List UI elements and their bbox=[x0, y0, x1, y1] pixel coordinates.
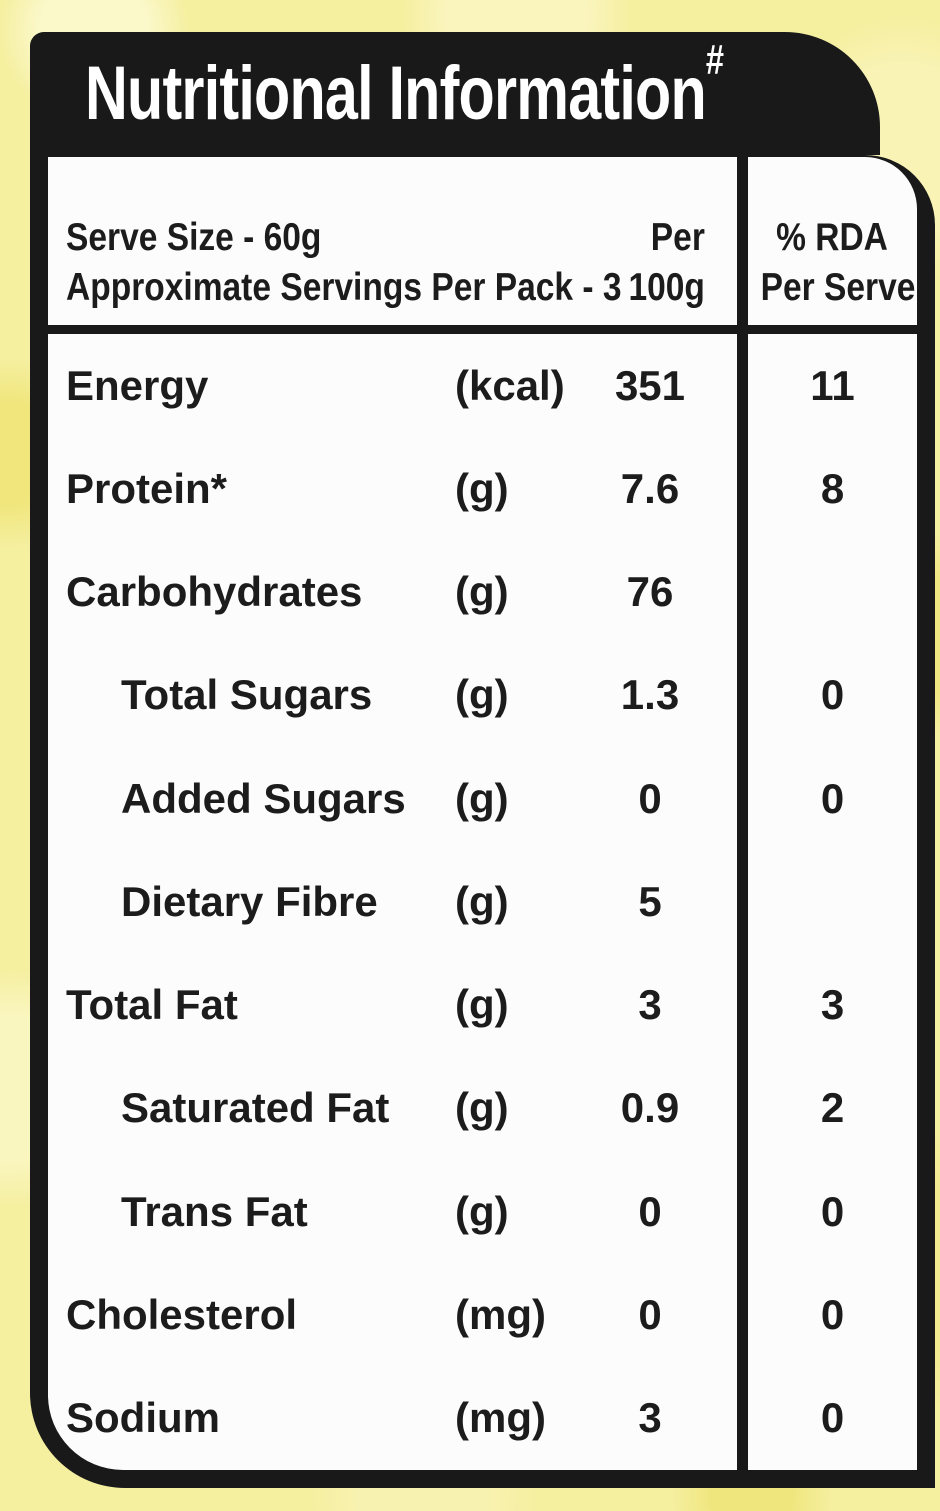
nutrient-name: Energy bbox=[66, 361, 209, 409]
nutrient-name: Protein* bbox=[66, 464, 228, 512]
nutrient-per-100g-value: 3 bbox=[638, 1394, 662, 1442]
nutrient-row: Energy (kcal) 351 11 bbox=[48, 334, 917, 437]
title-text: Nutritional Information bbox=[85, 51, 707, 136]
nutrient-unit: (g) bbox=[455, 671, 509, 719]
nutrition-table-panel: Serve Size - 60g Approximate Servings Pe… bbox=[48, 157, 917, 1470]
nutrient-name: Dietary Fibre bbox=[121, 877, 378, 925]
column-header-per-100g: Per 100g bbox=[563, 213, 737, 313]
nutrient-name: Added Sugars bbox=[121, 774, 406, 822]
nutrient-row: Dietary Fibre (g) 5 bbox=[48, 850, 917, 953]
nutrient-name: Saturated Fat bbox=[121, 1084, 390, 1132]
nutrient-row: Trans Fat (g) 0 0 bbox=[48, 1160, 917, 1263]
per-100g-label: 100g bbox=[628, 266, 705, 309]
nutrient-row: Saturated Fat (g) 0.9 2 bbox=[48, 1057, 917, 1160]
nutrition-table-border: Serve Size - 60g Approximate Servings Pe… bbox=[30, 155, 935, 1488]
rda-label: % RDA bbox=[776, 216, 889, 259]
nutrient-rda-value: 8 bbox=[820, 464, 845, 512]
nutrient-per-100g-value: 3 bbox=[638, 981, 662, 1029]
per-label: Per bbox=[650, 216, 705, 259]
nutrient-name: Trans Fat bbox=[121, 1187, 308, 1235]
nutrient-row: Total Fat (g) 3 3 bbox=[48, 954, 917, 1057]
nutrient-name: Cholesterol bbox=[66, 1291, 298, 1339]
nutrient-per-100g-value: 76 bbox=[626, 568, 674, 616]
nutrient-unit: (g) bbox=[455, 568, 509, 616]
column-divider bbox=[737, 157, 748, 1470]
serve-size-text: Serve Size - 60g bbox=[66, 216, 322, 259]
nutrient-per-100g-value: 0 bbox=[638, 774, 662, 822]
nutrient-row: Carbohydrates (g) 76 bbox=[48, 541, 917, 644]
nutrient-unit: (g) bbox=[455, 774, 509, 822]
nutrient-unit: (mg) bbox=[455, 1291, 546, 1339]
nutrient-name: Total Sugars bbox=[121, 671, 373, 719]
nutrient-row: Cholesterol (mg) 0 0 bbox=[48, 1263, 917, 1366]
nutrient-row: Protein* (g) 7.6 8 bbox=[48, 437, 917, 540]
table-header: Serve Size - 60g Approximate Servings Pe… bbox=[48, 157, 917, 325]
rows-container: Energy (kcal) 351 11 Protein* (g) 7.6 8 … bbox=[48, 334, 917, 1470]
nutrient-rda-value: 0 bbox=[820, 671, 845, 719]
nutrient-name: Carbohydrates bbox=[66, 568, 363, 616]
page-title: Nutritional Information# bbox=[85, 36, 724, 137]
nutrient-name: Total Fat bbox=[66, 981, 238, 1029]
serving-info: Serve Size - 60g Approximate Servings Pe… bbox=[48, 213, 622, 313]
nutrient-unit: (g) bbox=[455, 1084, 509, 1132]
nutrient-per-100g-value: 0 bbox=[638, 1291, 662, 1339]
nutrient-name: Sodium bbox=[66, 1394, 220, 1442]
nutrient-rda-value: 2 bbox=[820, 1084, 845, 1132]
nutrient-rda-value: 0 bbox=[820, 1187, 845, 1235]
header-rule bbox=[48, 325, 917, 334]
nutrient-rda-value: 0 bbox=[820, 1291, 845, 1339]
label-title-bar: Nutritional Information# bbox=[30, 32, 880, 155]
nutrient-rda-value: 11 bbox=[810, 361, 855, 409]
nutrient-rda-value: 0 bbox=[820, 1394, 845, 1442]
nutrient-unit: (g) bbox=[455, 1187, 509, 1235]
nutrient-unit: (g) bbox=[455, 877, 509, 925]
nutrient-row: Added Sugars (g) 0 0 bbox=[48, 747, 917, 850]
nutrient-per-100g-value: 5 bbox=[638, 877, 662, 925]
nutrient-row: Total Sugars (g) 1.3 0 bbox=[48, 644, 917, 747]
nutrient-row: Sodium (mg) 3 0 bbox=[48, 1367, 917, 1470]
nutrient-per-100g-value: 0.9 bbox=[620, 1084, 680, 1132]
nutrient-per-100g-value: 0 bbox=[638, 1187, 662, 1235]
nutrient-per-100g-value: 7.6 bbox=[620, 464, 680, 512]
nutrient-rda-value: 3 bbox=[820, 981, 845, 1029]
servings-per-pack-text: Approximate Servings Per Pack - 3 bbox=[66, 266, 622, 309]
nutrition-label: Nutritional Information# Serve Size - 60… bbox=[30, 32, 935, 1488]
nutrient-unit: (g) bbox=[455, 464, 509, 512]
column-header-rda: % RDA Per Serve bbox=[748, 213, 917, 313]
title-superscript: # bbox=[705, 35, 724, 83]
nutrient-per-100g-value: 1.3 bbox=[620, 671, 680, 719]
nutrient-per-100g-value: 351 bbox=[614, 361, 686, 409]
nutrient-unit: (kcal) bbox=[455, 361, 565, 409]
per-serve-label: Per Serve bbox=[760, 266, 916, 309]
nutrient-unit: (mg) bbox=[455, 1394, 546, 1442]
nutrient-unit: (g) bbox=[455, 981, 509, 1029]
nutrient-rda-value: 0 bbox=[820, 774, 845, 822]
